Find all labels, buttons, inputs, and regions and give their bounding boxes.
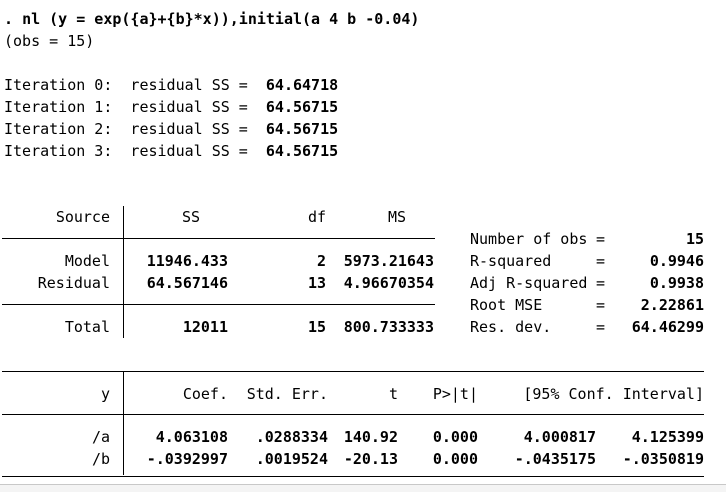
- anova-total-source: Total: [64, 318, 110, 336]
- anova-column-rule: [123, 206, 124, 338]
- residual-ss-value: 64.56715: [265, 120, 339, 138]
- anova-row-df: 2: [316, 252, 326, 270]
- stat-value: 64.46299: [631, 318, 704, 336]
- command-line: . nl (y = exp({a}+{b}*x)),initial(a 4 b …: [4, 8, 419, 30]
- results-window-edge: [0, 484, 726, 492]
- stat-value: 0.9938: [649, 274, 704, 292]
- command-prompt: .: [4, 10, 23, 28]
- coef-header-rule: [2, 414, 704, 415]
- anova-row-source: Model: [64, 252, 110, 270]
- anova-header-rule: [2, 238, 435, 239]
- anova-total-df: 15: [307, 318, 326, 336]
- obs-line: (obs = 15): [4, 32, 95, 50]
- coef-row-t: 140.92: [343, 428, 398, 446]
- iteration-line: Iteration 2: residual SS = 64.56715: [4, 120, 339, 138]
- coef-row-p: 0.000: [432, 428, 478, 446]
- iteration-line: Iteration 0: residual SS = 64.64718: [4, 76, 339, 94]
- residual-ss-value: 64.64718: [265, 76, 339, 94]
- stat-label: Number of obs: [470, 230, 588, 248]
- anova-row-source: Residual: [37, 274, 110, 292]
- stat-value: 0.9946: [649, 252, 704, 270]
- coef-row-ci-high: 4.125399: [631, 428, 704, 446]
- coef-bottom-rule: [2, 476, 704, 477]
- coef-row-t: -20.13: [343, 450, 398, 468]
- anova-row-ss: 64.567146: [146, 274, 228, 292]
- coef-row-se: .0019524: [255, 450, 328, 468]
- coef-row-ci-low: -.0435175: [514, 450, 596, 468]
- stat-value: 2.22861: [640, 296, 704, 314]
- stat-label: Adj R-squared: [470, 274, 588, 292]
- stat-equals: =: [596, 296, 606, 314]
- stat-equals: =: [596, 230, 606, 248]
- coef-row-p: 0.000: [432, 450, 478, 468]
- anova-row-ms: 5973.21643: [343, 252, 434, 270]
- stat-label: Root MSE: [470, 296, 543, 314]
- coef-row-ci-high: -.0350819: [622, 450, 704, 468]
- anova-row-ss: 11946.433: [146, 252, 228, 270]
- anova-header-df: df: [307, 208, 326, 226]
- coef-header-p: P>|t|: [432, 385, 478, 403]
- stat-label: Res. dev.: [470, 318, 552, 336]
- anova-total-rule: [2, 304, 435, 305]
- coef-header-se: Std. Err.: [246, 385, 328, 403]
- stat-label: R-squared: [470, 252, 552, 270]
- coef-row-coef: -.0392997: [146, 450, 228, 468]
- coef-header-coef: Coef.: [182, 385, 228, 403]
- anova-total-ss: 12011: [182, 318, 228, 336]
- stat-equals: =: [596, 252, 606, 270]
- coef-row-var: /b: [91, 450, 110, 468]
- anova-total-ms: 800.733333: [343, 318, 434, 336]
- anova-row-ms: 4.96670354: [343, 274, 434, 292]
- coef-row-var: /a: [91, 428, 110, 446]
- residual-ss-value: 64.56715: [265, 98, 339, 116]
- coef-row-ci-low: 4.000817: [523, 428, 596, 446]
- stat-equals: =: [596, 274, 606, 292]
- coef-header-var: y: [100, 385, 110, 403]
- coef-header-t: t: [388, 385, 398, 403]
- command-text: nl (y = exp({a}+{b}*x)),initial(a 4 b -0…: [22, 10, 420, 28]
- iteration-line: Iteration 3: residual SS = 64.56715: [4, 142, 339, 160]
- iteration-line: Iteration 1: residual SS = 64.56715: [4, 98, 339, 116]
- coef-row-coef: 4.063108: [155, 428, 228, 446]
- anova-header-ms: MS: [387, 208, 406, 226]
- stat-value: 15: [685, 230, 704, 248]
- coef-header-ci: [95% Conf. Interval]: [523, 385, 704, 403]
- anova-header-source: Source: [55, 208, 110, 226]
- coef-top-rule: [2, 371, 704, 372]
- anova-row-df: 13: [307, 274, 326, 292]
- coef-column-rule: [123, 371, 124, 475]
- residual-ss-value: 64.56715: [265, 142, 339, 160]
- anova-header-ss: SS: [181, 208, 201, 226]
- coef-row-se: .0288334: [255, 428, 328, 446]
- stat-equals: =: [596, 318, 606, 336]
